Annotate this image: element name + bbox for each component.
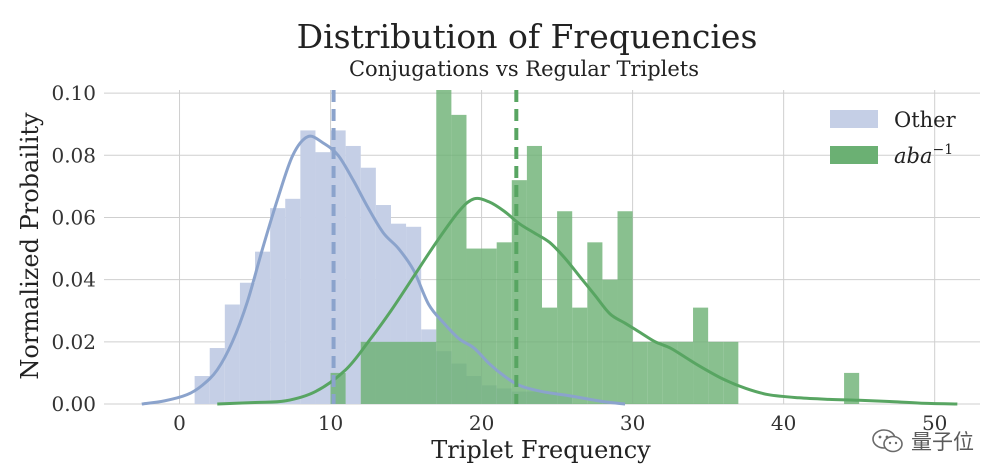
other-bar-5: [270, 208, 286, 404]
aba-bar-15: [632, 341, 648, 404]
legend: Other aba−1: [830, 108, 957, 168]
aba-bar-13: [602, 279, 618, 404]
other-bar-7: [300, 130, 316, 405]
y-tick-label-0: 0.00: [51, 392, 96, 416]
aba-bar-21: [723, 341, 739, 404]
legend-swatch-other: [830, 110, 878, 128]
y-axis-label: Normalized Probaility: [16, 112, 44, 380]
other-kde-curve: [141, 134, 626, 406]
y-tick-label-3: 0.06: [51, 205, 96, 229]
aba-bar-14: [617, 211, 633, 404]
aba-bar-8: [526, 145, 542, 405]
other-bar-9: [330, 130, 346, 405]
aba-bar-2: [436, 90, 452, 404]
aba-bar-1: [360, 341, 437, 404]
aba-bar-10: [557, 211, 573, 404]
aba-bar-3: [451, 114, 467, 405]
wechat-icon: [872, 429, 903, 453]
other-bar-8: [315, 152, 331, 404]
other-bar-6: [285, 198, 301, 404]
watermark-text: 量子位: [911, 430, 974, 454]
tick-labels: 0 10 20 30 40 50 0.00 0.02 0.04 0.06 0.08 0.10: [51, 81, 947, 435]
other-bar-4: [255, 251, 271, 404]
x-tick-label-0: 0: [173, 411, 186, 435]
watermark: 量子位: [871, 426, 974, 456]
aba-bar-7: [511, 180, 527, 404]
x-tick-label-4: 40: [771, 411, 796, 435]
aba-bar-16: [647, 341, 663, 404]
legend-label-aba-superscript: −1: [932, 142, 953, 158]
x-axis-label: Triplet Frequency: [431, 436, 651, 464]
legend-label-aba-base: aba: [894, 144, 932, 168]
aba-kde-curve: [217, 196, 958, 406]
y-tick-label-2: 0.04: [51, 268, 96, 292]
aba-bar-22: [844, 372, 860, 404]
y-tick-label-5: 0.10: [51, 81, 96, 105]
x-tick-label-2: 20: [469, 411, 494, 435]
mean-lines: [331, 90, 519, 404]
aba-histogram: [330, 90, 860, 405]
legend-label-aba: aba−1: [894, 142, 953, 168]
legend-swatch-aba: [830, 146, 878, 164]
legend-label-other: Other: [894, 108, 957, 132]
y-tick-label-1: 0.02: [51, 330, 96, 354]
chart-subtitle: Conjugations vs Regular Triplets: [349, 57, 699, 81]
aba-bar-5: [481, 248, 497, 404]
kde-curves: [141, 134, 958, 406]
aba-bar-18: [677, 341, 694, 404]
aba-bar-4: [466, 248, 482, 404]
aba-bar-19: [693, 307, 709, 404]
other-bar-10: [345, 145, 361, 405]
chart-title: Distribution of Frequencies: [297, 17, 758, 56]
x-tick-label-5: 50: [922, 411, 947, 435]
aba-bar-20: [708, 341, 724, 404]
aba-bar-9: [542, 307, 558, 404]
y-tick-label-4: 0.08: [51, 143, 96, 167]
aba-bar-17: [662, 341, 678, 404]
x-tick-label-1: 10: [318, 411, 343, 435]
aba-bar-11: [572, 307, 588, 404]
x-tick-label-3: 30: [620, 411, 645, 435]
aba-bar-12: [587, 242, 603, 404]
aba-bar-6: [496, 242, 512, 404]
